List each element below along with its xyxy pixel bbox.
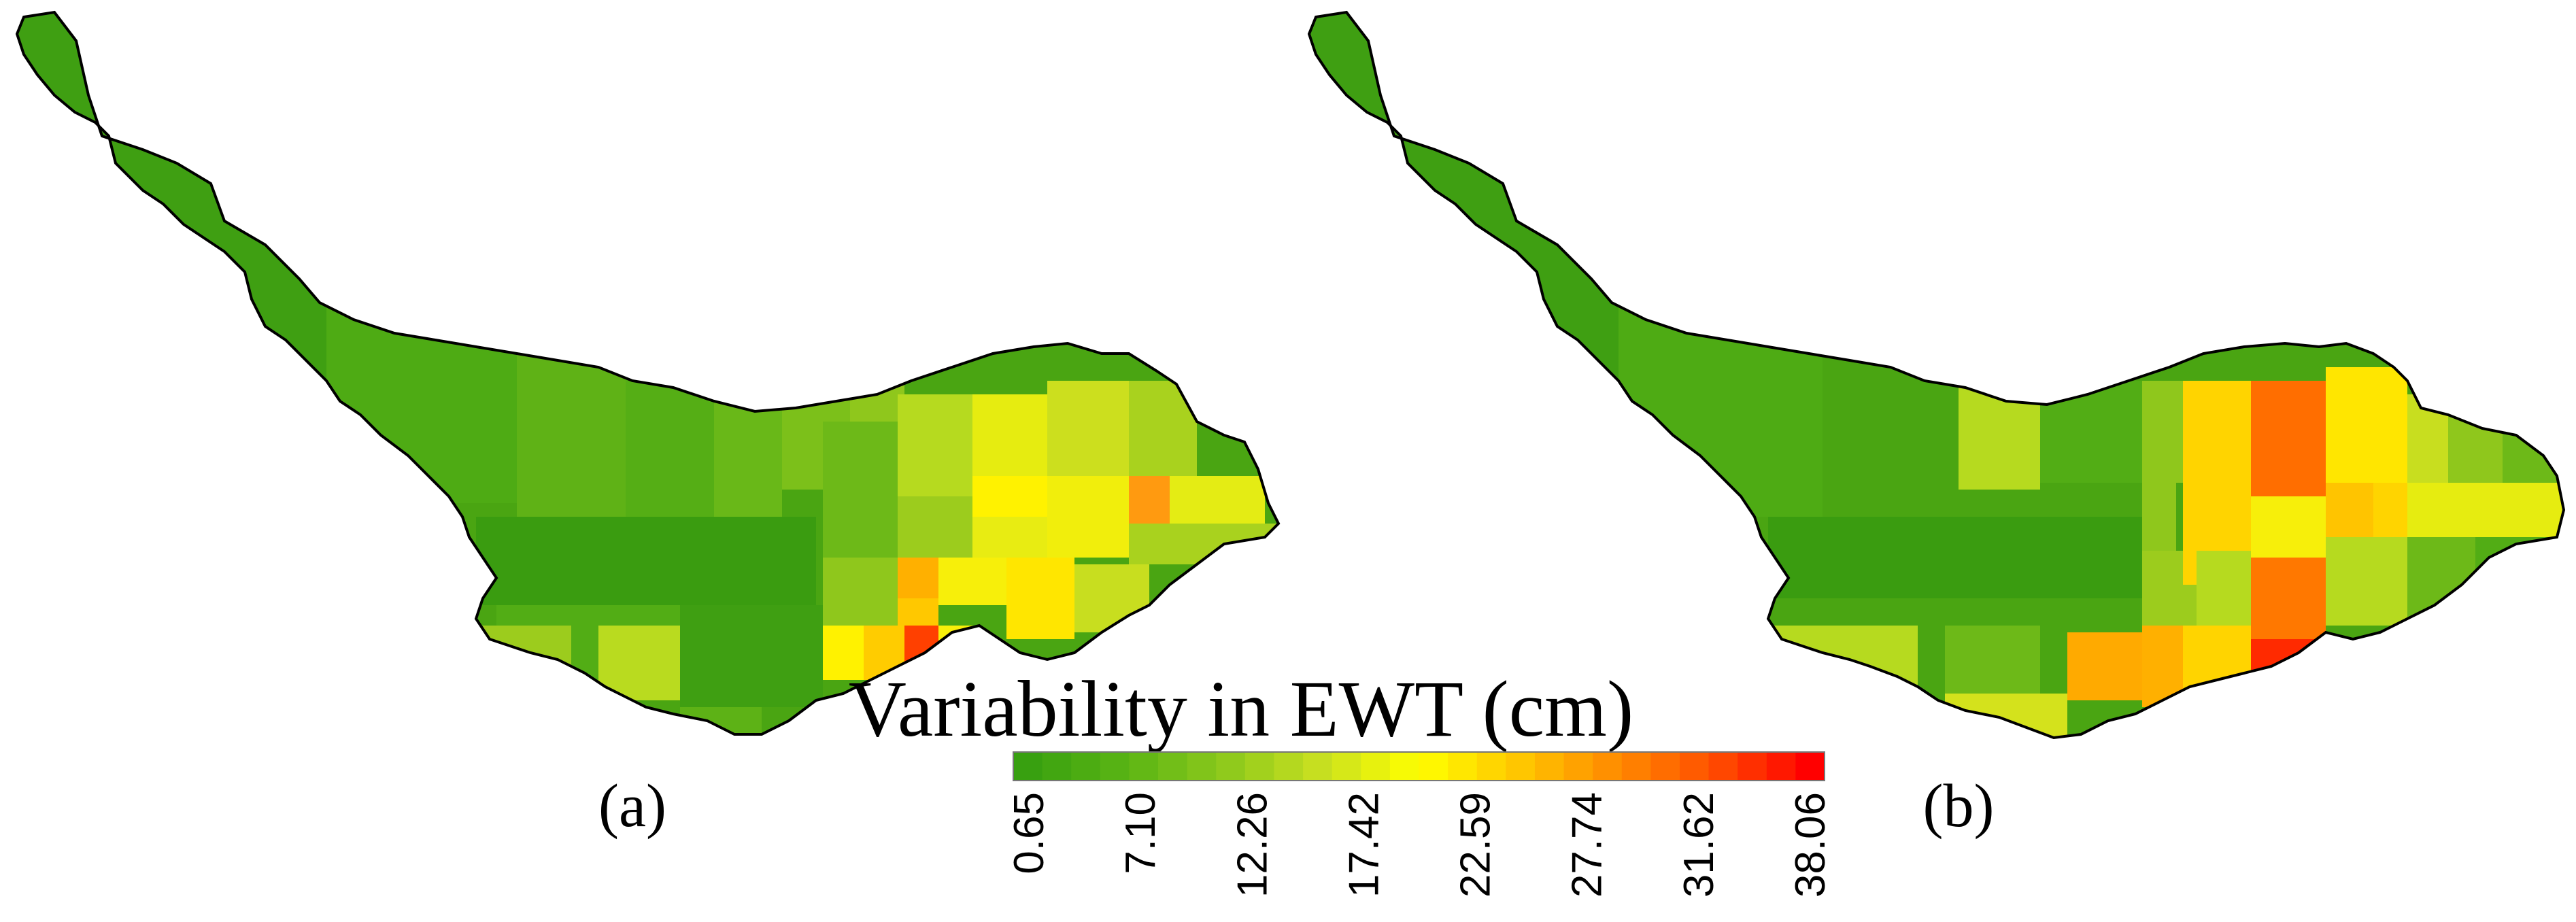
legend-swatch xyxy=(1650,752,1680,781)
ewt-grid-b xyxy=(1309,12,2564,738)
legend-tick-label: 27.74 xyxy=(1564,792,1611,898)
legend-tick-label: 7.10 xyxy=(1117,792,1164,874)
legend: Variability in EWT (cm) 0.65 7.10 12.26 17.… xyxy=(849,664,1834,898)
legend-swatch xyxy=(1476,752,1506,781)
legend-swatch xyxy=(1534,752,1565,781)
legend-ticks: 0.65 7.10 12.26 17.42 22.59 27.74 31.62 38.06 xyxy=(1006,792,1834,898)
legend-tick-label: 31.62 xyxy=(1676,792,1723,898)
legend-swatch xyxy=(1708,752,1738,781)
legend-swatch xyxy=(1332,752,1361,781)
legend-swatch xyxy=(1071,752,1101,781)
legend-title: Variability in EWT (cm) xyxy=(849,664,1634,753)
legend-swatch xyxy=(1738,752,1767,781)
panel-label-a: (a) xyxy=(598,772,666,840)
legend-swatch xyxy=(1679,752,1710,781)
legend-color-ramp xyxy=(1013,752,1825,781)
legend-swatch xyxy=(1389,752,1420,781)
legend-ramp-border xyxy=(1013,751,1825,781)
legend-swatch xyxy=(1129,752,1159,781)
legend-tick-label: 0.65 xyxy=(1006,792,1053,874)
legend-swatch xyxy=(1795,752,1825,781)
legend-swatch xyxy=(1042,752,1072,781)
legend-swatch xyxy=(1563,752,1593,781)
legend-swatch xyxy=(1361,752,1391,781)
legend-swatch xyxy=(1506,752,1536,781)
legend-swatch xyxy=(1419,752,1448,781)
legend-swatch xyxy=(1766,752,1796,781)
legend-tick-label: 12.26 xyxy=(1229,792,1276,898)
panel-label-b: (b) xyxy=(1923,772,1995,840)
legend-tick-label: 17.42 xyxy=(1340,792,1387,898)
legend-tick-label: 22.59 xyxy=(1453,792,1499,898)
legend-swatch xyxy=(1187,752,1217,781)
legend-swatch xyxy=(1303,752,1333,781)
legend-swatch xyxy=(1216,752,1246,781)
legend-swatch xyxy=(1100,752,1130,781)
legend-swatch xyxy=(1593,752,1623,781)
legend-swatch xyxy=(1244,752,1275,781)
legend-tick-label: 38.06 xyxy=(1787,792,1834,898)
legend-swatch xyxy=(1621,752,1651,781)
legend-swatch xyxy=(1448,752,1478,781)
legend-swatch xyxy=(1274,752,1304,781)
legend-swatch xyxy=(1013,752,1043,781)
legend-swatch xyxy=(1158,752,1188,781)
